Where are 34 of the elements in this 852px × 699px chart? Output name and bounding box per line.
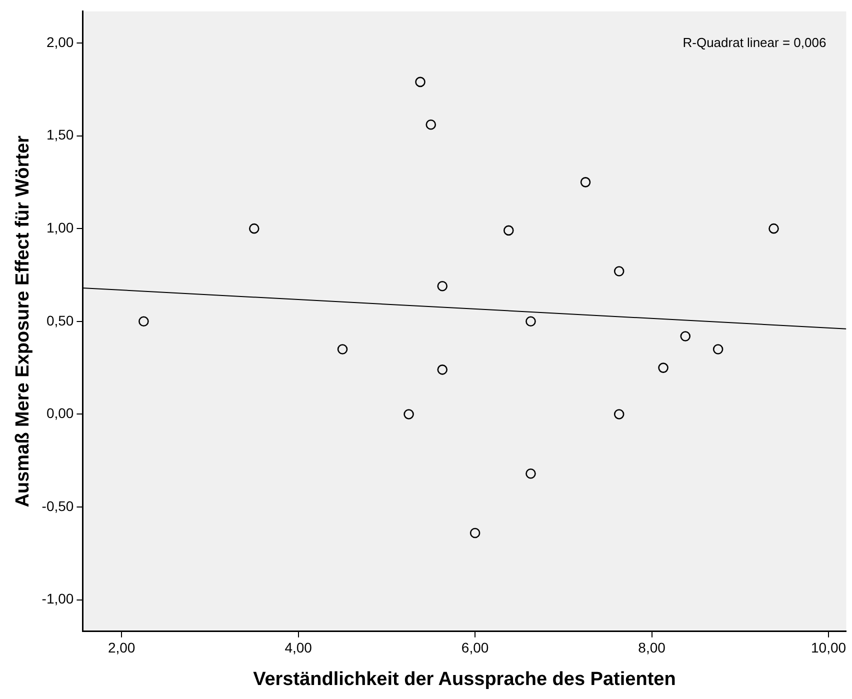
point [614,409,624,420]
point [404,409,414,420]
point [614,266,624,276]
x-tick-label: 8,00 [638,640,666,656]
point [526,316,536,327]
y-tick-label: 0,50 [46,312,74,328]
point [437,280,448,292]
y-tick-label: 1,00 [46,219,74,236]
y-tick-label: -0,50 [42,498,74,514]
point [680,331,691,342]
x-tick-label: 4,00 [284,640,312,656]
point [138,316,149,327]
y-tick-label: -1,00 [42,590,74,607]
point [248,223,260,234]
point [470,528,480,538]
y-tick-label: 1,50 [46,126,74,143]
point [658,362,668,373]
point [526,468,536,479]
point [437,364,448,375]
x-axis-title: Verständlichkeit der Aussprache des Patienten [253,668,676,690]
annotation: R-Quadrat linear = 0,006 [682,34,826,50]
point [426,119,436,130]
x-tick-label: 2,00 [108,640,136,656]
y-axis-title: Ausmaß Mere Exposure Effect für Wörter [12,134,34,508]
x-tick-label: 10,00 [811,640,846,656]
y-tick-label: 2,00 [46,34,74,50]
x-tick-label: 6,00 [461,640,489,656]
point [580,177,591,188]
point [415,76,426,88]
point [768,223,779,234]
point [337,344,348,354]
y-tick-label: 0,00 [46,405,74,422]
point [503,225,514,236]
point [712,344,724,354]
